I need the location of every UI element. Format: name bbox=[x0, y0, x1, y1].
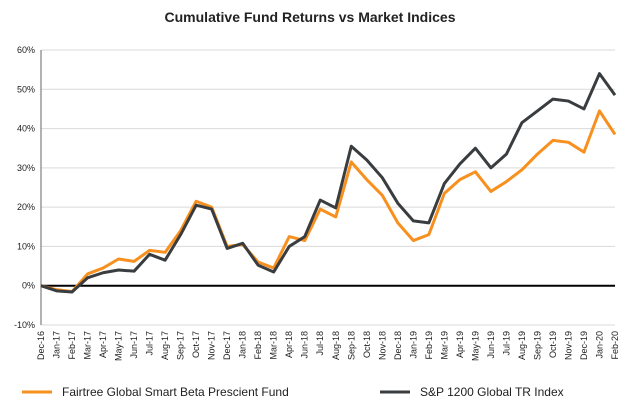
x-tick-label: Mar-18 bbox=[269, 331, 279, 360]
chart-title: Cumulative Fund Returns vs Market Indice… bbox=[165, 9, 456, 25]
y-tick-label: 0% bbox=[22, 281, 35, 291]
x-tick-label: Mar-17 bbox=[83, 331, 93, 360]
x-tick-label: Sep-17 bbox=[176, 331, 186, 360]
y-tick-label: 50% bbox=[17, 84, 35, 94]
x-tick-label: Feb-19 bbox=[424, 331, 434, 360]
x-tick-label: Oct-19 bbox=[548, 331, 558, 358]
x-tick-label: Jun-18 bbox=[300, 331, 310, 359]
x-tick-label: Apr-17 bbox=[98, 331, 108, 358]
x-tick-label: Dec-17 bbox=[222, 331, 232, 360]
x-tick-label: Dec-19 bbox=[579, 331, 589, 360]
y-tick-label: -10% bbox=[14, 320, 35, 330]
y-tick-label: 30% bbox=[17, 163, 35, 173]
x-tick-label: Nov-18 bbox=[377, 331, 387, 360]
x-tick-label: Sep-18 bbox=[346, 331, 356, 360]
x-tick-label: Aug-19 bbox=[517, 331, 527, 360]
x-tick-label: Jul-17 bbox=[145, 331, 155, 356]
series-line bbox=[40, 109, 617, 294]
x-tick-label: Jun-17 bbox=[129, 331, 139, 359]
x-tick-label: Feb-18 bbox=[253, 331, 263, 360]
series-line bbox=[40, 72, 617, 294]
x-tick-label: Jan-19 bbox=[408, 331, 418, 359]
y-tick-label: 20% bbox=[17, 202, 35, 212]
x-tick-label: Jan-17 bbox=[52, 331, 62, 359]
x-tick-label: Oct-17 bbox=[191, 331, 201, 358]
x-tick-label: Apr-18 bbox=[284, 331, 294, 358]
legend-label: Fairtree Global Smart Beta Prescient Fun… bbox=[62, 385, 289, 399]
x-tick-label: Nov-17 bbox=[207, 331, 217, 360]
x-tick-label: Aug-18 bbox=[331, 331, 341, 360]
x-tick-label: Jan-20 bbox=[594, 331, 604, 359]
x-tick-label: May-17 bbox=[114, 331, 124, 361]
y-tick-label: 40% bbox=[17, 124, 35, 134]
x-tick-label: Jul-19 bbox=[501, 331, 511, 356]
x-tick-label: Aug-17 bbox=[160, 331, 170, 360]
x-tick-label: Jul-18 bbox=[315, 331, 325, 356]
x-tick-label: Dec-16 bbox=[36, 331, 46, 360]
x-tick-label: Sep-19 bbox=[532, 331, 542, 360]
y-tick-label: 10% bbox=[17, 241, 35, 251]
x-tick-label: Nov-19 bbox=[563, 331, 573, 360]
x-tick-label: Jun-19 bbox=[486, 331, 496, 359]
x-tick-label: Dec-18 bbox=[393, 331, 403, 360]
x-tick-label: Mar-19 bbox=[439, 331, 449, 360]
x-tick-label: Feb-20 bbox=[610, 331, 620, 360]
x-tick-label: Feb-17 bbox=[67, 331, 77, 360]
legend-label: S&P 1200 Global TR Index bbox=[420, 385, 564, 399]
x-tick-label: Apr-19 bbox=[455, 331, 465, 358]
y-tick-label: 60% bbox=[17, 45, 35, 55]
x-tick-label: Jan-18 bbox=[238, 331, 248, 359]
x-tick-label: Oct-18 bbox=[362, 331, 372, 358]
x-tick-label: May-19 bbox=[470, 331, 480, 361]
